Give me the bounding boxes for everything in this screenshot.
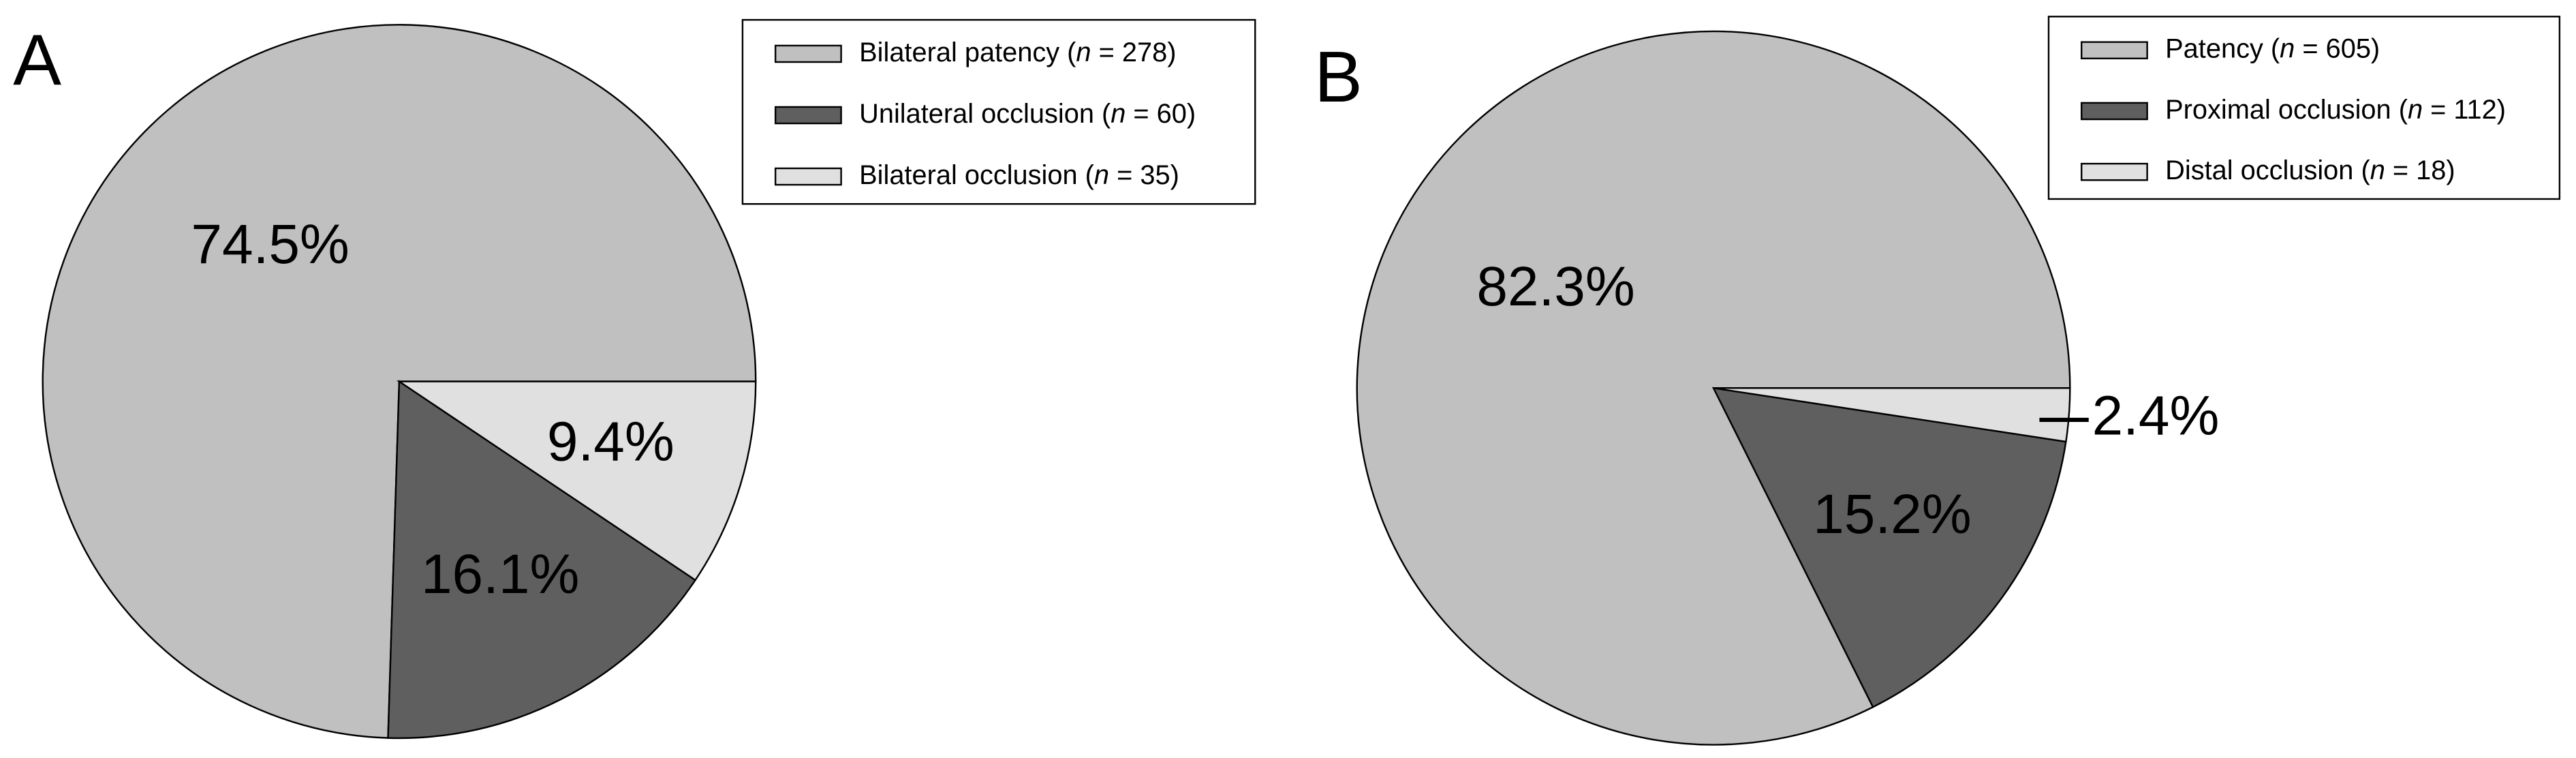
pie-slice <box>387 380 697 740</box>
pie-slice <box>1713 387 2071 443</box>
value-label: 16.1% <box>421 543 579 605</box>
legend-swatch <box>774 167 842 186</box>
legend-swatch <box>2080 162 2148 181</box>
legend-swatch <box>2080 41 2148 59</box>
panel-label: A <box>13 20 61 101</box>
pie-slice <box>1711 386 2067 708</box>
value-label: 15.2% <box>1813 483 1971 545</box>
legend-label: Bilateral patency (n = 278) <box>859 37 1176 67</box>
value-label: 74.5% <box>191 213 349 275</box>
legend-swatch <box>2080 102 2148 121</box>
legend-swatch <box>774 44 842 63</box>
value-label: 9.4% <box>547 411 674 473</box>
panel-label: B <box>1314 37 1363 117</box>
legend-label: Distal occlusion (n = 18) <box>2165 155 2455 185</box>
legend-label: Proximal occlusion (n = 112) <box>2165 94 2506 124</box>
pie-slice <box>396 380 757 581</box>
legend-label: Bilateral occlusion (n = 35) <box>859 160 1179 190</box>
legend-label: Patency (n = 605) <box>2165 33 2380 63</box>
value-label: 82.3% <box>1476 256 1634 318</box>
value-label: 2.4% <box>2092 385 2220 447</box>
legend-swatch <box>774 106 842 125</box>
legend-label: Unilateral occlusion (n = 60) <box>859 98 1196 128</box>
